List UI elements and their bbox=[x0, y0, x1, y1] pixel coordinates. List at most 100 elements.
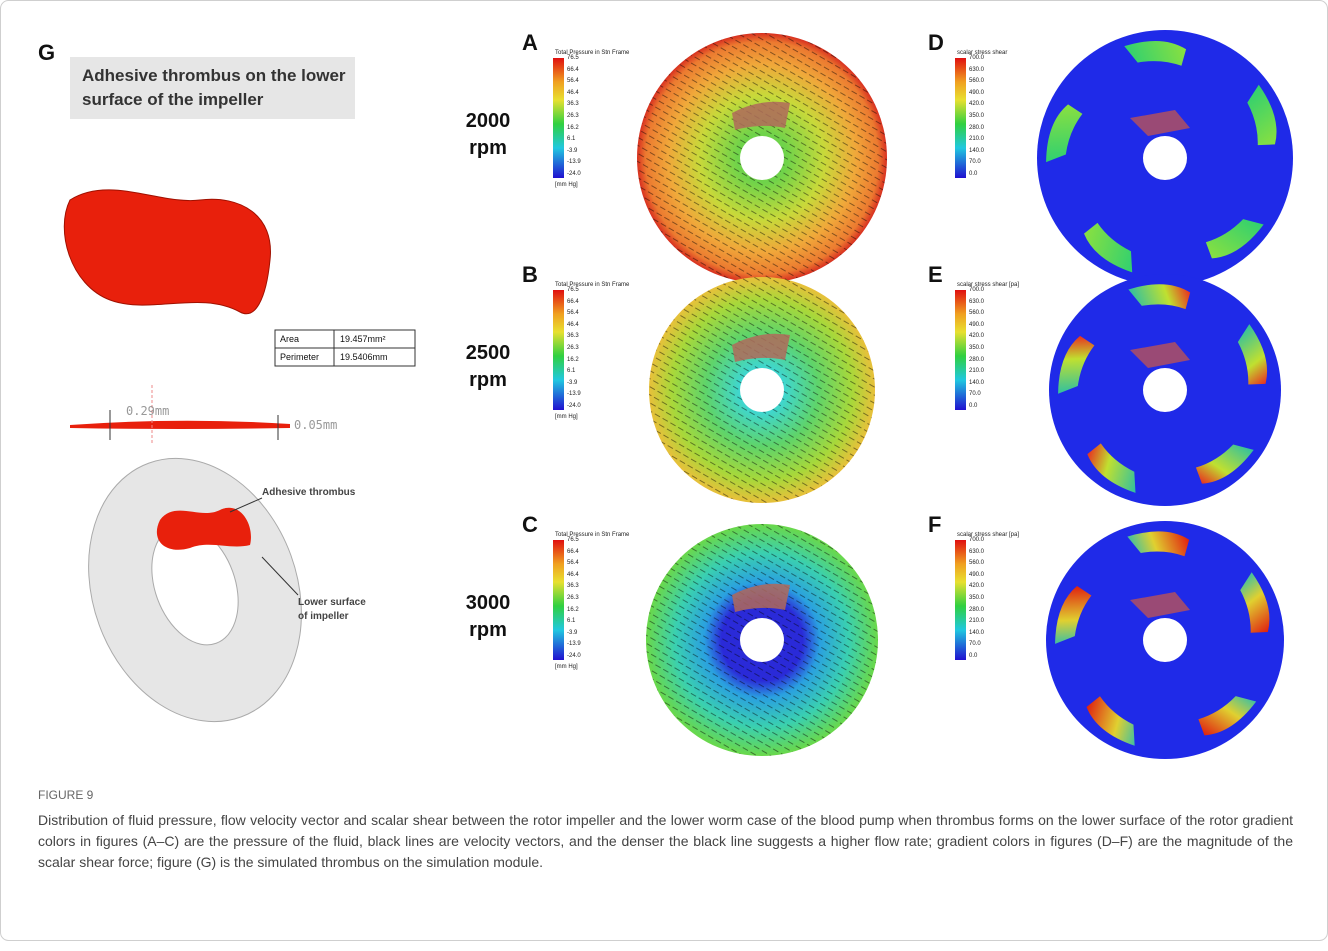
legend-tick-label: -24.0 bbox=[567, 653, 581, 659]
hub bbox=[740, 136, 784, 180]
legend-tick-label: 700.0 bbox=[969, 287, 984, 293]
legend-tick-label: 630.0 bbox=[969, 549, 984, 555]
legend-tick-label: 66.4 bbox=[567, 299, 579, 305]
color-bar bbox=[955, 290, 966, 410]
legend-tick-label: 6.1 bbox=[567, 368, 575, 374]
legend-tick-label: 26.3 bbox=[567, 113, 579, 119]
hub bbox=[740, 618, 784, 662]
legend-tick-label: 16.2 bbox=[567, 607, 579, 613]
legend-tick-label: 210.0 bbox=[969, 368, 984, 374]
speed-label: 3000 rpm bbox=[453, 590, 523, 644]
panel-label: D bbox=[928, 30, 944, 56]
legend-tick-label: 76.5 bbox=[567, 55, 579, 61]
legend-tick-label: 560.0 bbox=[969, 560, 984, 566]
legend-title: scalar stress shear [pa] bbox=[957, 532, 1019, 538]
legend-tick-label: 6.1 bbox=[567, 618, 575, 624]
legend-tick-label: 630.0 bbox=[969, 67, 984, 73]
legend-tick-label: -13.9 bbox=[567, 391, 581, 397]
legend-tick-label: 26.3 bbox=[567, 345, 579, 351]
legend-tick-label: 490.0 bbox=[969, 572, 984, 578]
legend-tick-label: -3.9 bbox=[567, 380, 577, 386]
legend-tick-label: 350.0 bbox=[969, 113, 984, 119]
legend-tick-label: 490.0 bbox=[969, 90, 984, 96]
legend-tick-label: 70.0 bbox=[969, 641, 981, 647]
color-bar bbox=[553, 290, 564, 410]
legend-tick-label: 420.0 bbox=[969, 333, 984, 339]
panel-label: B bbox=[522, 262, 538, 288]
legend-tick-label: 420.0 bbox=[969, 101, 984, 107]
legend-tick-label: -13.9 bbox=[567, 641, 581, 647]
annotation: Lower surface of impeller bbox=[298, 596, 378, 624]
graphics bbox=[0, 0, 1328, 951]
color-bar bbox=[955, 58, 966, 178]
legend-tick-label: 26.3 bbox=[567, 595, 579, 601]
thickness-label: 0.29mm bbox=[126, 404, 169, 418]
panel-label: A bbox=[522, 30, 538, 56]
hub bbox=[1143, 618, 1187, 662]
legend-tick-label: 140.0 bbox=[969, 380, 984, 386]
legend-tick-label: -3.9 bbox=[567, 630, 577, 636]
legend-tick-label: 350.0 bbox=[969, 345, 984, 351]
legend-tick-label: 56.4 bbox=[567, 560, 579, 566]
panel-label: C bbox=[522, 512, 538, 538]
legend-tick-label: 350.0 bbox=[969, 595, 984, 601]
legend-tick-label: 76.5 bbox=[567, 537, 579, 543]
legend-tick-label: 140.0 bbox=[969, 630, 984, 636]
table-cell: 19.457mm² bbox=[340, 334, 386, 344]
legend-tick-label: 280.0 bbox=[969, 125, 984, 131]
legend-tick-label: 420.0 bbox=[969, 583, 984, 589]
legend-tick-label: 210.0 bbox=[969, 136, 984, 142]
panel-heading: Adhesive thrombus on the lower surface o… bbox=[82, 64, 352, 112]
color-bar bbox=[553, 540, 564, 660]
legend-tick-label: 46.4 bbox=[567, 322, 579, 328]
legend-tick-label: 66.4 bbox=[567, 67, 579, 73]
color-bar bbox=[553, 58, 564, 178]
hub bbox=[740, 368, 784, 412]
legend-tick-label: 16.2 bbox=[567, 125, 579, 131]
table-cell: Perimeter bbox=[280, 352, 319, 362]
legend-tick-label: 280.0 bbox=[969, 357, 984, 363]
legend-tick-label: -13.9 bbox=[567, 159, 581, 165]
legend-tick-label: 700.0 bbox=[969, 537, 984, 543]
hub bbox=[1143, 136, 1187, 180]
panel-label: F bbox=[928, 512, 941, 538]
legend-tick-label: 76.5 bbox=[567, 287, 579, 293]
legend-unit: [mm Hg] bbox=[555, 414, 578, 420]
legend-tick-label: 46.4 bbox=[567, 90, 579, 96]
legend-tick-label: 0.0 bbox=[969, 171, 977, 177]
speed-label: 2000 rpm bbox=[453, 108, 523, 162]
legend-unit: [mm Hg] bbox=[555, 664, 578, 670]
legend-tick-label: 56.4 bbox=[567, 310, 579, 316]
legend-tick-label: -3.9 bbox=[567, 148, 577, 154]
legend-tick-label: 560.0 bbox=[969, 310, 984, 316]
caption: Distribution of fluid pressure, flow vel… bbox=[38, 810, 1293, 873]
legend-tick-label: 700.0 bbox=[969, 55, 984, 61]
thickness-label: 0.05mm bbox=[294, 418, 337, 432]
table-cell: Area bbox=[280, 334, 299, 344]
figure: G Adhesive thrombus on the lower surface… bbox=[0, 0, 1328, 951]
legend-tick-label: -24.0 bbox=[567, 171, 581, 177]
legend-tick-label: 0.0 bbox=[969, 403, 977, 409]
legend-title: scalar stress shear [pa] bbox=[957, 282, 1019, 288]
legend-unit: [mm Hg] bbox=[555, 182, 578, 188]
legend-tick-label: 6.1 bbox=[567, 136, 575, 142]
hub bbox=[1143, 368, 1187, 412]
speed-label: 2500 rpm bbox=[453, 340, 523, 394]
legend-tick-label: 0.0 bbox=[969, 653, 977, 659]
legend-tick-label: 46.4 bbox=[567, 572, 579, 578]
legend-tick-label: 56.4 bbox=[567, 78, 579, 84]
legend-tick-label: 140.0 bbox=[969, 148, 984, 154]
legend-tick-label: 70.0 bbox=[969, 391, 981, 397]
panel-label: E bbox=[928, 262, 943, 288]
legend-tick-label: 210.0 bbox=[969, 618, 984, 624]
legend-tick-label: 16.2 bbox=[567, 357, 579, 363]
legend-tick-label: 630.0 bbox=[969, 299, 984, 305]
color-bar bbox=[955, 540, 966, 660]
legend-tick-label: 560.0 bbox=[969, 78, 984, 84]
legend-tick-label: 280.0 bbox=[969, 607, 984, 613]
legend-tick-label: 70.0 bbox=[969, 159, 981, 165]
panel-label: G bbox=[38, 40, 55, 66]
annotation: Adhesive thrombus bbox=[262, 487, 355, 498]
legend-tick-label: 490.0 bbox=[969, 322, 984, 328]
legend-tick-label: 66.4 bbox=[567, 549, 579, 555]
